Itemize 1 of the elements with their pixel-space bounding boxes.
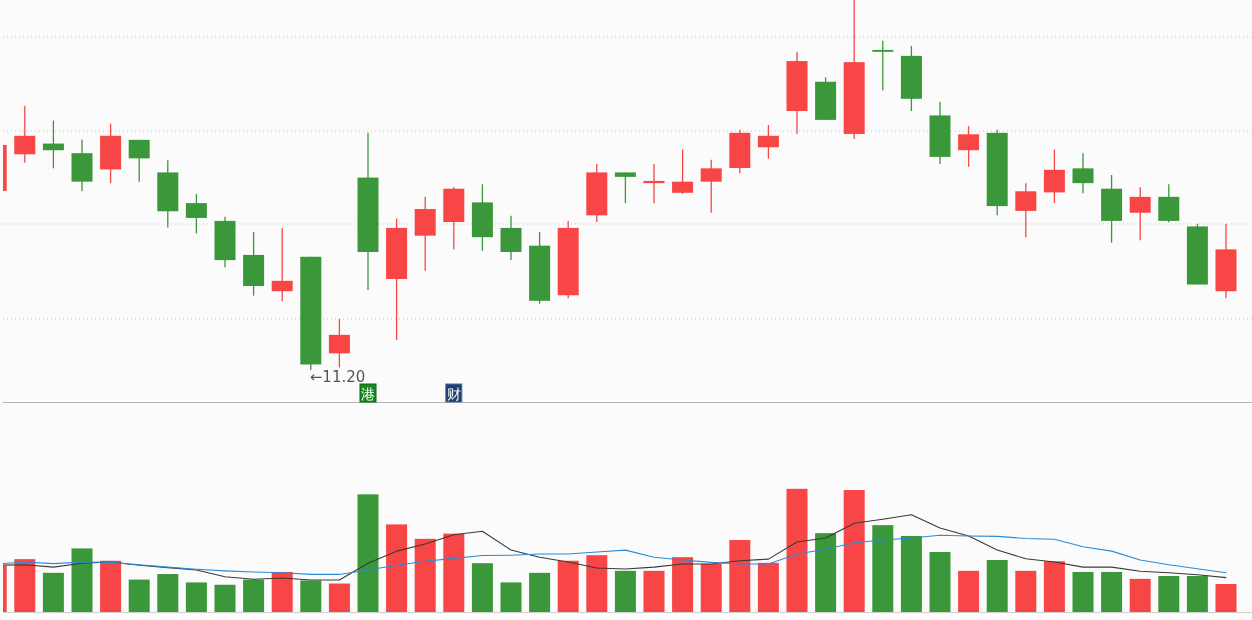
annotation: ←11.20 xyxy=(309,368,366,386)
